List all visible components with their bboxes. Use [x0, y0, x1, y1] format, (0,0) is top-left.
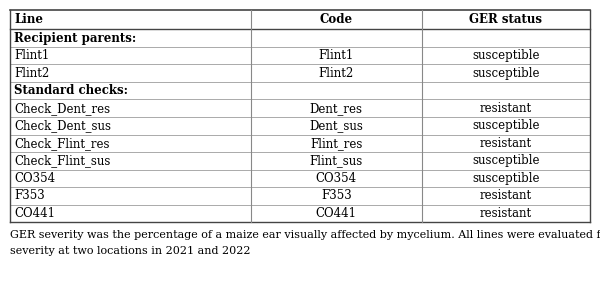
Text: GER status: GER status	[469, 13, 542, 26]
Text: resistant: resistant	[480, 189, 532, 202]
Text: CO441: CO441	[316, 207, 357, 220]
Text: Check_Flint_sus: Check_Flint_sus	[14, 154, 110, 167]
Text: Line: Line	[14, 13, 43, 26]
Text: GER severity was the percentage of a maize ear visually affected by mycelium. Al: GER severity was the percentage of a mai…	[10, 230, 600, 240]
Text: Flint_res: Flint_res	[310, 137, 362, 150]
Text: CO354: CO354	[14, 172, 55, 185]
Text: CO441: CO441	[14, 207, 55, 220]
Text: CO354: CO354	[316, 172, 357, 185]
Text: Flint1: Flint1	[14, 49, 49, 62]
Text: Code: Code	[320, 13, 353, 26]
Text: severity at two locations in 2021 and 2022: severity at two locations in 2021 and 20…	[10, 245, 251, 255]
Text: susceptible: susceptible	[472, 154, 539, 167]
Text: Dent_res: Dent_res	[310, 102, 363, 115]
Text: Recipient parents:: Recipient parents:	[14, 32, 136, 45]
Text: Check_Dent_res: Check_Dent_res	[14, 102, 110, 115]
Text: resistant: resistant	[480, 137, 532, 150]
Text: F353: F353	[321, 189, 352, 202]
Text: susceptible: susceptible	[472, 119, 539, 132]
Text: F353: F353	[14, 189, 45, 202]
Text: susceptible: susceptible	[472, 172, 539, 185]
Text: Standard checks:: Standard checks:	[14, 84, 128, 97]
Text: Flint_sus: Flint_sus	[310, 154, 363, 167]
Text: Flint1: Flint1	[319, 49, 354, 62]
Text: Check_Dent_sus: Check_Dent_sus	[14, 119, 111, 132]
Text: Dent_sus: Dent_sus	[310, 119, 363, 132]
Text: resistant: resistant	[480, 207, 532, 220]
Text: Flint2: Flint2	[319, 67, 354, 80]
Text: susceptible: susceptible	[472, 49, 539, 62]
Text: resistant: resistant	[480, 102, 532, 115]
Text: Flint2: Flint2	[14, 67, 49, 80]
Text: susceptible: susceptible	[472, 67, 539, 80]
Text: Check_Flint_res: Check_Flint_res	[14, 137, 110, 150]
